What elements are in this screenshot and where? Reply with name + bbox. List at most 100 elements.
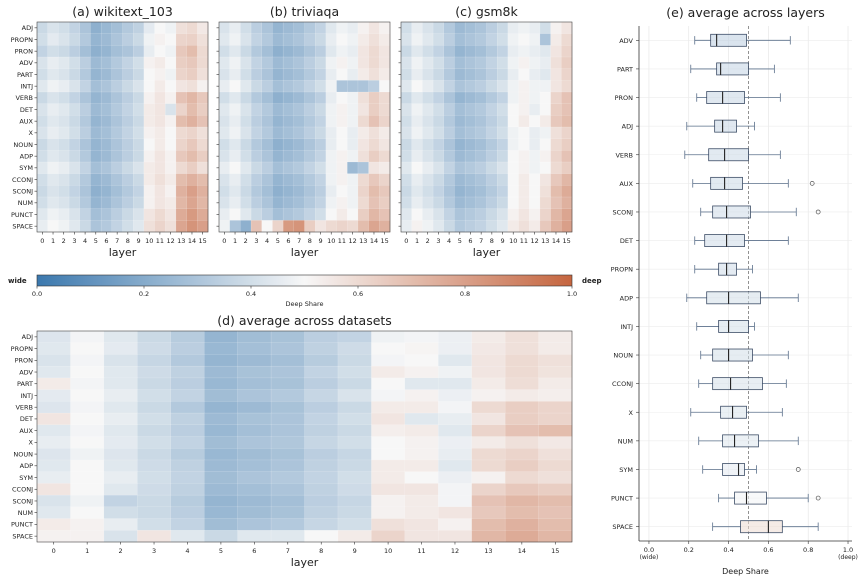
heatmap-cell <box>272 161 284 175</box>
heatmap-cell <box>90 45 102 58</box>
heatmap-cell <box>132 103 145 116</box>
heatmap-cell <box>464 21 477 35</box>
heatmap-cell <box>518 103 530 116</box>
y-tick-label: ADJ <box>622 123 633 131</box>
heatmap-cell <box>261 126 273 140</box>
heatmap-cell <box>561 91 573 105</box>
heatmap-cell <box>443 68 455 81</box>
heatmap-cell <box>539 138 552 151</box>
heatmap-cell <box>304 45 316 58</box>
heatmap-cell <box>218 80 231 93</box>
heatmap-cell <box>237 494 272 508</box>
heatmap-cell <box>237 365 272 379</box>
heatmap-cell <box>90 80 102 93</box>
heatmap-cell <box>143 56 156 70</box>
heatmap-cell <box>137 330 172 344</box>
heatmap-cell <box>529 161 541 175</box>
heatmap-cell <box>250 80 263 93</box>
heatmap-title: (d) average across datasets <box>217 313 392 328</box>
y-tick-label: X <box>29 439 34 447</box>
heatmap-cell <box>68 220 81 233</box>
heatmap-cell <box>411 115 423 128</box>
heatmap-cell <box>36 436 71 449</box>
heatmap-cell <box>368 45 380 58</box>
heatmap-cell <box>507 91 520 105</box>
heatmap-cell <box>411 220 423 233</box>
heatmap-cell <box>438 459 473 473</box>
x-tick-label: 8 <box>126 237 130 245</box>
heatmap-cell <box>357 45 370 58</box>
heatmap-cell <box>400 173 413 186</box>
heatmap-cell <box>336 33 348 46</box>
heatmap-cell <box>422 150 434 163</box>
heatmap-cell <box>304 424 339 437</box>
heatmap-cell <box>58 91 70 105</box>
y-tick-label: DET <box>620 237 633 245</box>
heatmap-cell <box>293 80 306 93</box>
heatmap-cell <box>70 342 105 355</box>
heatmap-cell <box>529 21 541 35</box>
heatmap-cell <box>314 208 327 221</box>
heatmap-cell <box>336 68 348 81</box>
heatmap-cell <box>379 80 391 93</box>
heatmap-cell <box>272 56 284 70</box>
x-tick-label: 11 <box>156 237 164 245</box>
heatmap-cell <box>368 208 380 221</box>
y-tick-label: INTJ <box>20 392 33 400</box>
heatmap-cell <box>111 208 124 221</box>
heatmap-cell <box>100 150 113 163</box>
heatmap-cell <box>270 494 305 508</box>
colorbar-tick-label: 0.2 <box>139 290 149 298</box>
x-tick-label: 0 <box>404 237 408 245</box>
box-sconj <box>700 205 821 219</box>
heatmap-cell <box>325 33 338 46</box>
heatmap-cell <box>203 401 239 414</box>
heatmap-cell <box>293 91 306 105</box>
heatmap-cell <box>336 80 348 93</box>
heatmap-cell <box>507 220 520 233</box>
y-tick-label: SYM <box>619 466 633 474</box>
heatmap-cell <box>272 196 284 210</box>
heatmap-cell <box>165 56 177 70</box>
x-tick-label: 7 <box>115 237 119 245</box>
heatmap-cell <box>486 91 498 105</box>
heatmap-cell <box>371 459 406 473</box>
heatmap-cell <box>47 138 59 151</box>
heatmap-cell <box>197 45 209 58</box>
heatmap-cell <box>68 138 81 151</box>
heatmap-cell <box>293 161 306 175</box>
heatmap-cell <box>368 21 380 35</box>
x-tick-label: 11 <box>520 237 528 245</box>
heatmap-cell <box>272 45 284 58</box>
heatmap-cell <box>70 518 105 531</box>
y-tick-label: PROPN <box>11 36 33 44</box>
heatmap-cell <box>371 471 406 484</box>
x-tick-label: 6 <box>104 237 108 245</box>
heatmap-cell <box>475 173 488 186</box>
heatmap-cell <box>561 220 573 233</box>
x-tick-label: 13 <box>484 547 492 555</box>
heatmap-cell <box>454 185 466 198</box>
heatmap-cell <box>237 448 272 461</box>
heatmap-cell <box>454 173 466 186</box>
y-tick-label: PUNCT <box>11 521 33 529</box>
heatmap-cell <box>47 68 59 81</box>
heatmap-cell <box>529 56 541 70</box>
heatmap-cell <box>464 138 477 151</box>
heatmap-cell <box>475 68 488 81</box>
heatmap-cell <box>422 80 434 93</box>
heatmap-cell <box>507 115 520 128</box>
heatmap-cell <box>79 56 91 70</box>
heatmap-cell <box>404 342 439 355</box>
y-tick-label: PROPN <box>11 345 33 353</box>
heatmap-cell <box>443 56 455 70</box>
heatmap-cell <box>454 103 466 116</box>
heatmap-cell <box>371 436 406 449</box>
heatmap-cell <box>336 126 348 140</box>
x-tick-label: 13 <box>359 237 367 245</box>
heatmap-cell <box>550 33 562 46</box>
heatmap-cell <box>68 103 81 116</box>
heatmap-cell <box>336 45 348 58</box>
heatmap-cell <box>325 80 338 93</box>
